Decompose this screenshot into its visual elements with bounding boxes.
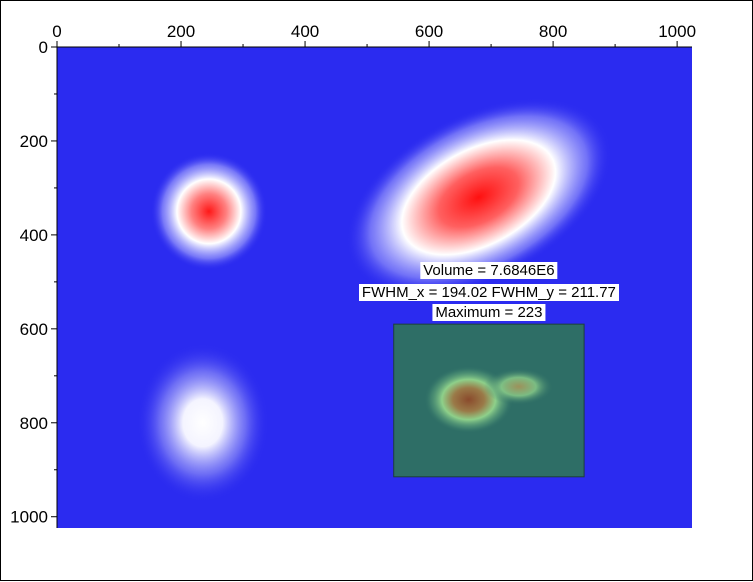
y-tick-label-600: 600: [20, 320, 48, 339]
y-tick-label-800: 800: [20, 414, 48, 433]
roi-blob-arm: [483, 368, 554, 405]
y-tick-label-200: 200: [20, 132, 48, 151]
fwhm-label: FWHM_x = 194.02 FWHM_y = 211.77: [358, 284, 619, 301]
x-tick-label-600: 600: [415, 22, 443, 41]
axes: 0 200 400 600 800 1000 0 200 400 600 800 1000: [10, 22, 696, 528]
volume-label: Volume = 7.6846E6: [420, 262, 558, 279]
y-tick-label-400: 400: [20, 226, 48, 245]
maximum-label: Maximum = 223: [432, 304, 546, 321]
heatmap-blob-1: [150, 152, 268, 271]
heatmap-blob-2: [346, 98, 612, 297]
x-tick-label-400: 400: [291, 22, 319, 41]
x-tick-label-200: 200: [167, 22, 195, 41]
heatmap-blobs: [136, 98, 612, 503]
x-tick-label-800: 800: [539, 22, 567, 41]
y-tick-label-0: 0: [39, 38, 48, 57]
x-tick-label-1000: 1000: [658, 22, 696, 41]
y-tick-label-1000: 1000: [10, 508, 48, 527]
heatmap-blob-3: [136, 343, 269, 503]
roi-region: [393, 323, 585, 478]
x-tick-label-0: 0: [52, 22, 61, 41]
